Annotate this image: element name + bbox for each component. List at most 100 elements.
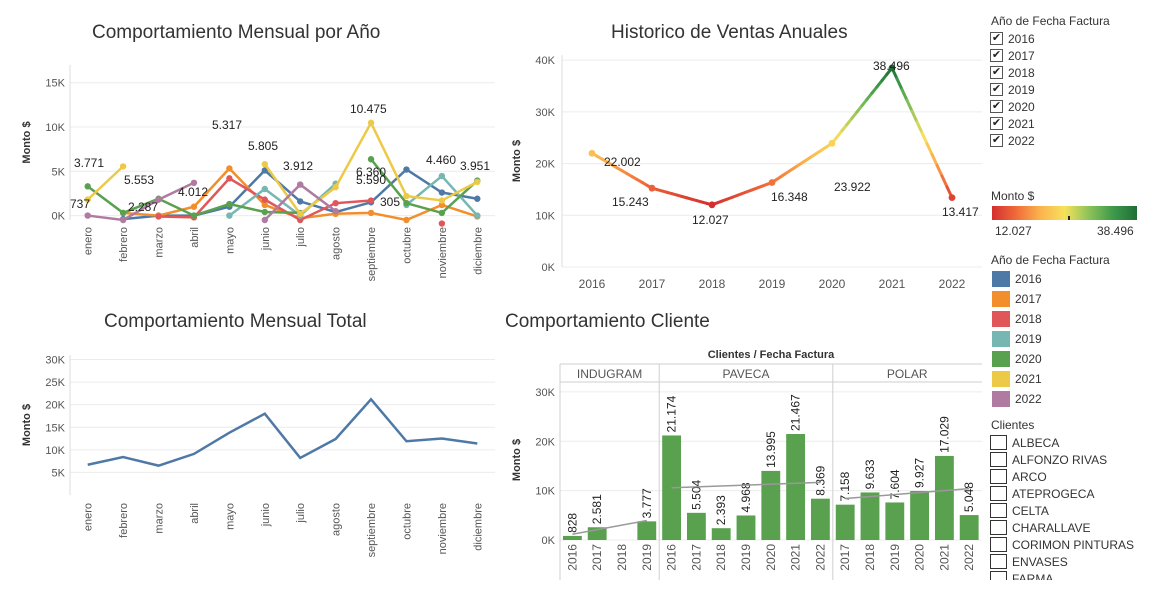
x-tick-label: agosto <box>331 227 343 260</box>
bar <box>711 528 731 540</box>
data-label: 5.805 <box>248 139 278 153</box>
cliente-filter-option[interactable]: ALFONZO RIVAS <box>990 451 1155 468</box>
data-point-2020 <box>403 199 410 207</box>
data-label: 23.922 <box>834 180 871 194</box>
data-point-2019 <box>438 172 446 180</box>
y-tick-label: 15K <box>45 422 65 434</box>
year-filter-label: 2022 <box>1008 133 1035 148</box>
year-filter-option-2017[interactable]: ✔ 2017 <box>990 47 1035 64</box>
year-filter-option-2020[interactable]: ✔ 2020 <box>990 98 1035 115</box>
data-label: 2.581 <box>590 494 604 524</box>
x-tick-label: 2019 <box>739 544 753 571</box>
cliente-label: CORIMON PINTURAS <box>1012 537 1135 552</box>
year-filter-option-2019[interactable]: ✔ 2019 <box>990 81 1035 98</box>
checkbox-unchecked-icon[interactable] <box>990 435 1007 450</box>
checkbox-unchecked-icon[interactable] <box>990 452 1007 467</box>
year-filter-option-2016[interactable]: ✔ 2016 <box>990 30 1035 47</box>
bar <box>761 470 781 540</box>
checkbox-checked-icon[interactable]: ✔ <box>990 49 1003 62</box>
x-tick-label: junio <box>260 503 272 527</box>
x-tick-label: 2016 <box>665 544 679 571</box>
clientes-filter-title: Clientes <box>991 418 1035 432</box>
cliente-filter-option[interactable]: CORIMON PINTURAS <box>990 536 1155 553</box>
bar <box>786 434 806 540</box>
x-tick-label: septiembre <box>366 227 378 281</box>
data-point-2021 <box>297 210 304 217</box>
year-filter-option-2021[interactable]: ✔ 2021 <box>990 115 1035 132</box>
cliente-filter-option[interactable]: CHARALLAVE <box>990 519 1155 536</box>
color-legend-min: 12.027 <box>995 224 1032 238</box>
data-point-2018 <box>332 199 339 207</box>
year-legend-label: 2022 <box>1015 392 1042 406</box>
checkbox-checked-icon[interactable]: ✔ <box>990 83 1003 96</box>
data-point-2022 <box>119 216 127 224</box>
checkbox-unchecked-icon[interactable] <box>990 520 1007 535</box>
checkbox-checked-icon[interactable]: ✔ <box>990 134 1003 147</box>
x-tick-label: enero <box>83 503 95 531</box>
year-filter-option-2018[interactable]: ✔ 2018 <box>990 64 1035 81</box>
checkbox-unchecked-icon[interactable] <box>990 554 1007 569</box>
data-label: 737 <box>70 197 90 211</box>
checkbox-unchecked-icon[interactable] <box>990 469 1007 484</box>
data-label: 13.417 <box>942 205 979 219</box>
y-tick-label: 0K <box>542 262 556 274</box>
x-tick-label: 2021 <box>879 277 906 291</box>
data-point-2019 <box>261 185 268 193</box>
y-tick-label: 20K <box>45 400 65 412</box>
series-line-segment <box>920 131 929 146</box>
data-point-2018 <box>261 196 268 203</box>
data-label: 15.243 <box>612 195 649 209</box>
series-line-segment <box>910 109 919 124</box>
cliente-filter-option[interactable]: CELTA <box>990 502 1155 519</box>
checkbox-checked-icon[interactable]: ✔ <box>990 32 1003 45</box>
data-label: 8.369 <box>813 465 827 495</box>
checkbox-unchecked-icon[interactable] <box>990 486 1007 501</box>
checkbox-unchecked-icon[interactable] <box>990 503 1007 518</box>
data-point-2022 <box>84 212 91 219</box>
checkbox-checked-icon[interactable]: ✔ <box>990 66 1003 79</box>
data-point <box>888 64 896 72</box>
data-label: 3.777 <box>640 488 654 518</box>
x-tick-label: septiembre <box>366 503 378 557</box>
cliente-filter-option[interactable]: ALBECA <box>990 434 1155 451</box>
data-label: 17.029 <box>937 416 951 453</box>
chart-title-cliente: Comportamiento Cliente <box>505 311 710 332</box>
data-point-2018 <box>367 197 375 204</box>
bar <box>835 504 855 540</box>
cliente-filter-option[interactable]: ENVASES <box>990 553 1155 570</box>
checkbox-checked-icon[interactable]: ✔ <box>990 117 1003 130</box>
x-tick-label: enero <box>83 227 95 255</box>
data-point-2021 <box>119 163 127 170</box>
checkbox-checked-icon[interactable]: ✔ <box>990 100 1003 113</box>
clientes-list[interactable]: ALBECA ALFONZO RIVAS ARCO ATEPROGECA CELTA CH… <box>990 434 1155 580</box>
year-legend-item-2017: 2017 <box>992 290 1042 308</box>
year-filter-label: 2019 <box>1008 82 1035 97</box>
x-tick-label: octubre <box>401 227 413 264</box>
cliente-filter-option[interactable]: FARMA <box>990 570 1155 580</box>
checkbox-unchecked-icon[interactable] <box>990 537 1007 552</box>
chart-title-mensual-total: Comportamiento Mensual Total <box>104 311 367 332</box>
cliente-filter-option[interactable]: ATEPROGECA <box>990 485 1155 502</box>
year-filter-label: 2016 <box>1008 31 1035 46</box>
trend-line <box>572 519 647 536</box>
data-label: 5.504 <box>689 479 703 509</box>
series-line-segment <box>935 163 944 178</box>
bar <box>934 455 954 540</box>
data-point <box>768 179 776 186</box>
x-tick-label: julio <box>295 227 307 248</box>
x-tick-label: febrero <box>118 503 130 538</box>
year-filter-option-2022[interactable]: ✔ 2022 <box>990 132 1035 149</box>
data-label: 4.012 <box>178 185 208 199</box>
data-point-2018 <box>438 220 446 227</box>
cliente-label: ATEPROGECA <box>1012 486 1095 501</box>
checkbox-unchecked-icon[interactable] <box>990 571 1007 580</box>
data-label: 6.360 <box>356 165 386 179</box>
series-line-segment <box>895 77 904 92</box>
data-label: 3.951 <box>460 159 490 173</box>
y-axis-label: Monto $ <box>511 439 523 481</box>
bar <box>686 512 706 540</box>
y-tick-label: 25K <box>45 377 65 389</box>
cliente-filter-option[interactable]: ARCO <box>990 468 1155 485</box>
y-tick-label: 0K <box>52 211 66 223</box>
data-label: 22.002 <box>604 155 641 169</box>
